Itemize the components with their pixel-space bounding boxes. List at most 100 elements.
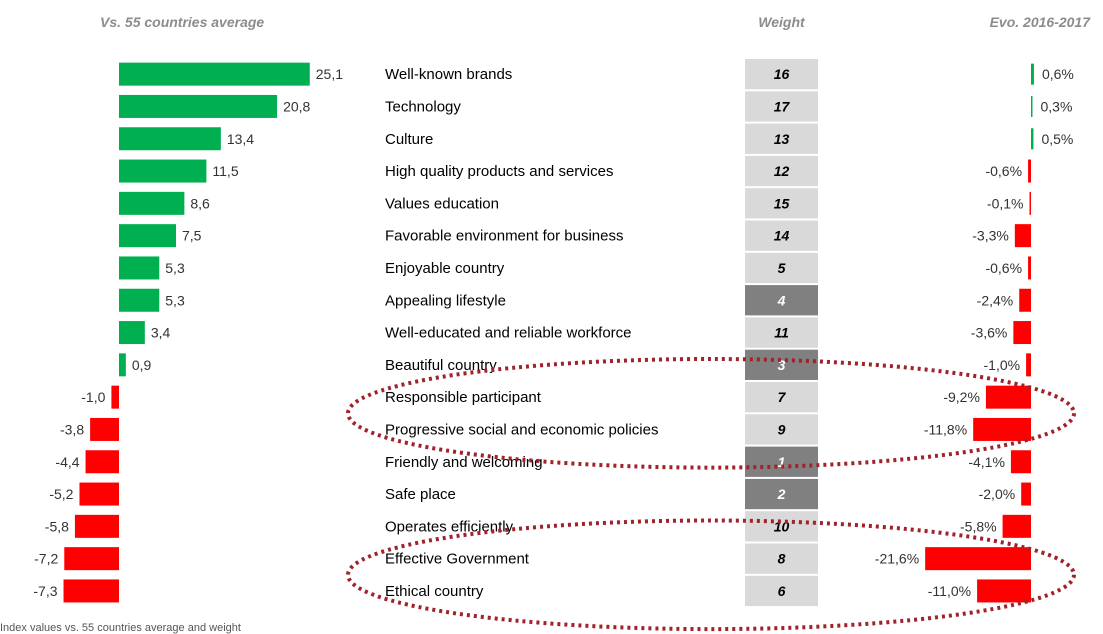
weight-value: 8	[778, 551, 786, 567]
avg-value-label: 8,6	[190, 195, 210, 211]
weight-value: 9	[778, 421, 786, 437]
category-label: Values education	[385, 195, 499, 212]
avg-bar	[85, 450, 119, 474]
weight-value: 3	[778, 357, 786, 373]
avg-value-label: 11,5	[212, 163, 238, 179]
highlight-ellipse	[346, 357, 1076, 470]
category-label: Beautiful country	[385, 357, 497, 374]
avg-value-label: 0,9	[132, 357, 152, 373]
weight-cell	[745, 446, 818, 477]
category-label: Ethical country	[385, 583, 484, 600]
weight-value: 14	[774, 228, 790, 244]
category-label: Favorable environment for business	[385, 228, 623, 245]
evolution-header: Evo. 2016-2017	[989, 14, 1090, 30]
evolution-value-label: -11,0%	[928, 583, 971, 599]
avg-value-label: 25,1	[316, 66, 343, 82]
avg-bar	[119, 62, 310, 86]
weight-value: 17	[774, 98, 791, 114]
weight-cell	[745, 575, 818, 607]
category-label: Enjoyable country	[385, 260, 505, 277]
avg-bar	[111, 385, 119, 409]
avg-value-label: 5,3	[165, 260, 185, 276]
category-label: Culture	[385, 131, 433, 148]
evolution-bar	[1031, 128, 1034, 150]
weight-cell	[745, 188, 818, 219]
category-label: Technology	[385, 98, 461, 115]
evolution-value-label: 0,3%	[1041, 98, 1073, 114]
evolution-bar	[1026, 353, 1031, 377]
evolution-value-label: 0,6%	[1042, 66, 1074, 82]
weight-value: 13	[774, 131, 790, 147]
avg-bar	[74, 514, 119, 538]
weight-value: 7	[778, 389, 787, 405]
weight-cell	[745, 511, 818, 542]
evolution-value-label: -11,8%	[924, 421, 967, 437]
evolution-bar	[1014, 224, 1031, 248]
evolution-bar	[1028, 159, 1031, 183]
evolution-value-label: -2,4%	[977, 292, 1014, 308]
weight-cell	[745, 155, 818, 187]
avg-bar	[119, 224, 176, 248]
avg-bar	[119, 321, 145, 345]
weight-cell	[745, 478, 818, 510]
avg-bar	[119, 288, 160, 312]
avg-value-label: -7,3	[33, 583, 57, 599]
avg-bar	[119, 256, 160, 280]
weight-value: 5	[778, 260, 786, 276]
avg-bar	[90, 417, 119, 441]
evolution-value-label: -21,6%	[875, 551, 919, 567]
weight-value: 12	[774, 163, 790, 179]
avg-bar	[119, 191, 185, 215]
avg-value-label: 3,4	[151, 325, 171, 341]
footnote: Index values vs. 55 countries average an…	[0, 622, 241, 634]
weight-value: 15	[774, 195, 790, 211]
avg-bar	[119, 353, 126, 377]
avg-value-label: 5,3	[165, 292, 185, 308]
weight-value: 2	[777, 486, 786, 502]
weight-cell	[745, 349, 818, 380]
weight-cell	[745, 220, 818, 251]
evolution-value-label: 0,5%	[1041, 131, 1073, 147]
category-label: Effective Government	[385, 551, 530, 568]
evolution-value-label: -2,0%	[979, 486, 1016, 502]
highlight-ellipse	[346, 518, 1076, 632]
avg-bar	[79, 482, 119, 506]
category-label: High quality products and services	[385, 163, 613, 180]
weight-value: 1	[778, 454, 786, 470]
evolution-bar	[1031, 63, 1034, 85]
evolution-value-label: -0,6%	[985, 260, 1022, 276]
avg-bar	[63, 579, 119, 603]
avg-value-label: -1,0	[81, 389, 105, 405]
evolution-bar	[1031, 95, 1033, 117]
evolution-bar	[1028, 256, 1031, 280]
weight-cell	[745, 285, 818, 316]
weight-cell	[745, 59, 818, 90]
evolution-value-label: -0,6%	[985, 163, 1022, 179]
evolution-bar	[1021, 482, 1031, 506]
avg-value-label: -4,4	[55, 454, 79, 470]
avg-value-label: -7,2	[34, 551, 58, 567]
category-label: Friendly and welcoming	[385, 454, 543, 471]
vs-average-header: Vs. 55 countries average	[100, 14, 265, 30]
evolution-bar	[973, 417, 1031, 441]
avg-bar	[119, 94, 278, 118]
weight-value: 11	[774, 325, 789, 341]
evolution-value-label: -5,8%	[960, 518, 997, 534]
category-label: Progressive social and economic policies	[385, 421, 658, 438]
weight-header: Weight	[758, 14, 805, 30]
weight-cell	[745, 123, 818, 154]
evolution-bar	[1013, 321, 1031, 345]
weight-value: 16	[774, 66, 790, 82]
avg-value-label: -5,2	[49, 486, 73, 502]
evolution-bar	[1019, 288, 1031, 312]
avg-value-label: 7,5	[182, 228, 202, 244]
evolution-bar	[1002, 514, 1031, 538]
category-label: Appealing lifestyle	[385, 292, 506, 309]
weight-value: 4	[777, 292, 786, 308]
evolution-bar	[985, 385, 1031, 409]
weight-cell	[745, 382, 818, 413]
weight-cell	[745, 252, 818, 284]
avg-bar	[119, 159, 207, 183]
weight-cell	[745, 414, 818, 445]
category-label: Well-educated and reliable workforce	[385, 325, 632, 342]
